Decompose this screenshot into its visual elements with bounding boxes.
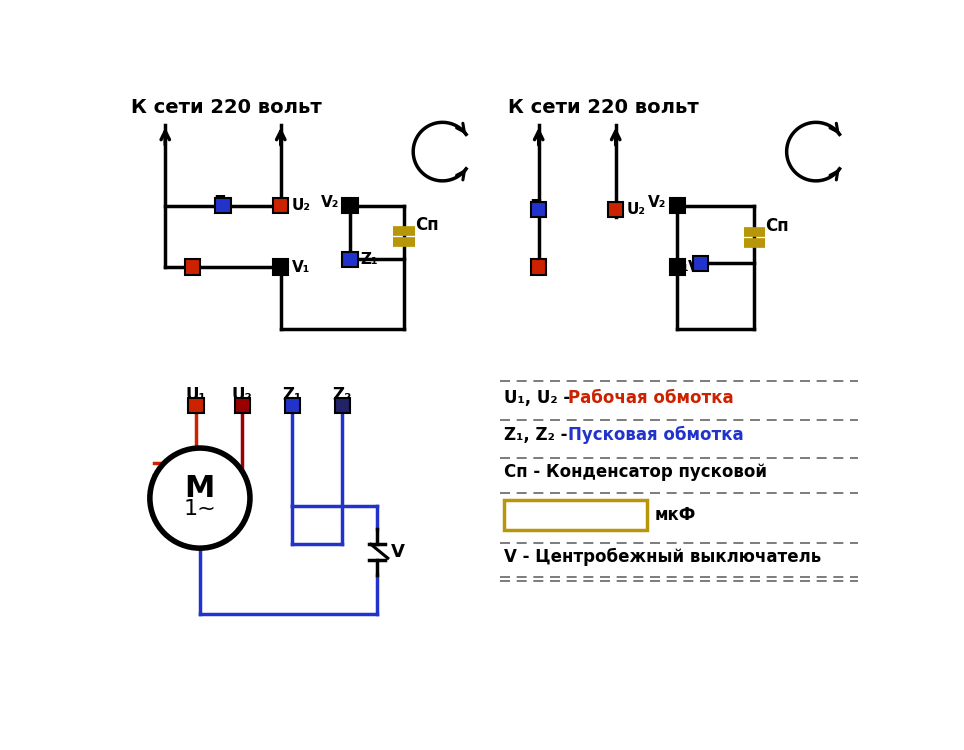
Text: Z₂: Z₂ [333,386,352,404]
Bar [531,260,547,274]
Text: Cп: Cп [765,217,789,236]
Text: U₁: U₁ [186,386,206,404]
Text: Z₁: Z₁ [361,252,379,267]
Bar [215,198,230,213]
Text: Z₂: Z₂ [530,199,548,214]
Bar [342,252,358,267]
Text: V - Центробежный выключатель: V - Центробежный выключатель [504,548,821,566]
Bar [342,198,358,213]
Bar [188,398,203,413]
Bar [234,398,250,413]
Bar [184,260,200,274]
Bar [670,260,685,274]
Text: Рабочая обмотка: Рабочая обмотка [568,389,734,407]
Text: U₂: U₂ [232,386,253,404]
Text: мкФ: мкФ [655,506,696,524]
Text: К сети 220 вольт: К сети 220 вольт [130,98,321,117]
Circle shape [149,448,250,548]
Bar [284,398,300,413]
Text: V₂: V₂ [321,195,339,210]
Text: V₁: V₁ [291,260,309,274]
Text: 1~: 1~ [183,499,216,519]
Text: К сети 220 вольт: К сети 220 вольт [508,98,699,117]
Bar [273,260,288,274]
Bar [531,202,547,217]
Bar [670,198,685,213]
Text: Пусковая обмотка: Пусковая обмотка [568,426,743,444]
Text: Z₁, Z₂ -: Z₁, Z₂ - [504,426,574,444]
Bar [693,256,709,271]
Text: U₁, U₂ -: U₁, U₂ - [504,389,576,407]
Text: Cп - Конденсатор пусковой: Cп - Конденсатор пусковой [504,463,767,481]
Text: U₁: U₁ [183,263,201,278]
Text: V₁: V₁ [688,260,707,274]
Text: Cп: Cп [415,216,439,234]
Bar [273,198,288,213]
Text: U₂: U₂ [291,198,310,213]
Text: Z₂: Z₂ [214,195,231,210]
Text: M: M [185,474,215,503]
Text: V: V [390,543,405,561]
Bar [504,500,647,530]
Text: Z₁: Z₁ [282,386,302,404]
Text: V₂: V₂ [648,195,666,210]
Text: U₂: U₂ [627,202,646,217]
Text: Z₁: Z₁ [671,259,688,274]
Bar [335,398,350,413]
Text: U₁: U₁ [529,263,549,278]
Bar [608,202,624,217]
